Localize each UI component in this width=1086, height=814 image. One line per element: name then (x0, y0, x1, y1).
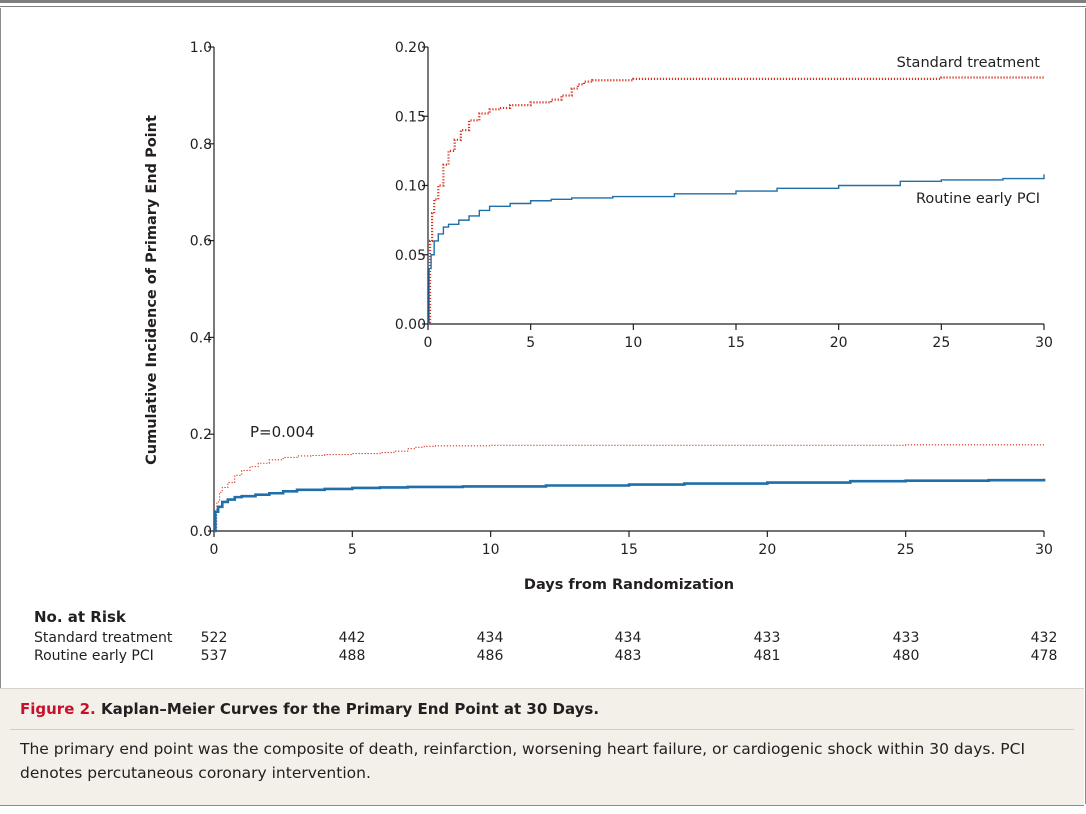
x-tick-label: 25 (897, 542, 915, 558)
series-line-routine-early-pci (214, 478, 1046, 533)
x-tick-label: 10 (482, 542, 500, 558)
at-risk-label: Standard treatment (34, 630, 173, 646)
x-tick-label: 20 (830, 335, 848, 351)
inset-plot: 0.00 0.05 0.10 0.15 0.20 0 5 10 15 20 25 30 Standard… (395, 40, 1053, 351)
x-tick-label: 10 (624, 335, 642, 351)
x-tick-label: 15 (727, 335, 745, 351)
series-line-routine-early-pci (428, 174, 1045, 325)
figure-label: Figure 2. (20, 700, 96, 718)
x-tick-label: 5 (348, 542, 357, 558)
y-tick-label: 0.8 (190, 137, 212, 153)
y-tick-label: 0.6 (190, 234, 212, 250)
x-tick-label: 0 (210, 542, 219, 558)
caption-divider (10, 729, 1074, 730)
y-tick-label: 0.10 (395, 179, 426, 195)
y-tick-label: 1.0 (190, 40, 212, 56)
p-value-annotation: P=0.004 (250, 423, 315, 441)
x-tick-label: 0 (424, 335, 433, 351)
at-risk-row-standard: Standard treatment 522 442 434 434 433 4… (34, 630, 1074, 648)
at-risk-value: 522 (200, 630, 228, 646)
at-risk-value: 432 (1030, 630, 1058, 646)
figure-caption: Figure 2. Kaplan–Meier Curves for the Pr… (0, 688, 1084, 806)
main-plot: 0.0 0.2 0.4 0.6 0.8 1.0 0 5 10 15 20 25 30 Days from … (144, 40, 1053, 593)
kaplan-meier-figure: 0.0 0.2 0.4 0.6 0.8 1.0 0 5 10 15 20 25 30 Days from … (144, 40, 1053, 593)
top-rule (0, 0, 1086, 3)
y-tick-label: 0.05 (395, 248, 426, 264)
y-axis-title: Cumulative Incidence of Primary End Poin… (144, 115, 160, 465)
y-tick-label: 0.00 (395, 317, 426, 333)
at-risk-label: Routine early PCI (34, 648, 154, 664)
x-axis-title: Days from Randomization (524, 577, 734, 593)
series-line-standard-treatment (214, 444, 1044, 532)
y-tick-label: 0.0 (190, 524, 212, 540)
at-risk-value: 434 (476, 630, 504, 646)
at-risk-value: 433 (753, 630, 781, 646)
top-rule-thin (0, 6, 1086, 7)
at-risk-row-pci: Routine early PCI 537 488 486 483 481 48… (34, 648, 1074, 666)
at-risk-value: 483 (614, 648, 642, 664)
series-label-routine-early-pci: Routine early PCI (916, 191, 1040, 207)
series-label-standard-treatment: Standard treatment (897, 55, 1041, 71)
at-risk-value: 537 (200, 648, 228, 664)
at-risk-title: No. at Risk (34, 608, 126, 626)
caption-title: Figure 2. Kaplan–Meier Curves for the Pr… (20, 700, 599, 718)
at-risk-value: 481 (753, 648, 781, 664)
caption-heading: Kaplan–Meier Curves for the Primary End … (100, 700, 600, 718)
at-risk-value: 434 (614, 630, 642, 646)
series-line-standard-treatment (428, 76, 1044, 326)
x-tick-label: 30 (1035, 542, 1053, 558)
x-tick-label: 25 (932, 335, 950, 351)
x-tick-label: 5 (526, 335, 535, 351)
number-at-risk-table: No. at Risk Standard treatment 522 442 4… (34, 608, 1074, 688)
at-risk-value: 480 (892, 648, 920, 664)
y-tick-label: 0.20 (395, 40, 426, 56)
at-risk-value: 442 (338, 630, 366, 646)
at-risk-value: 486 (476, 648, 504, 664)
y-tick-label: 0.4 (190, 330, 212, 346)
y-tick-label: 0.2 (190, 427, 212, 443)
at-risk-value: 478 (1030, 648, 1058, 664)
x-tick-label: 15 (620, 542, 638, 558)
at-risk-value: 488 (338, 648, 366, 664)
x-tick-label: 20 (758, 542, 776, 558)
x-tick-label: 30 (1035, 335, 1053, 351)
caption-body: The primary end point was the composite … (20, 740, 1026, 782)
y-tick-label: 0.15 (395, 109, 426, 125)
at-risk-value: 433 (892, 630, 920, 646)
